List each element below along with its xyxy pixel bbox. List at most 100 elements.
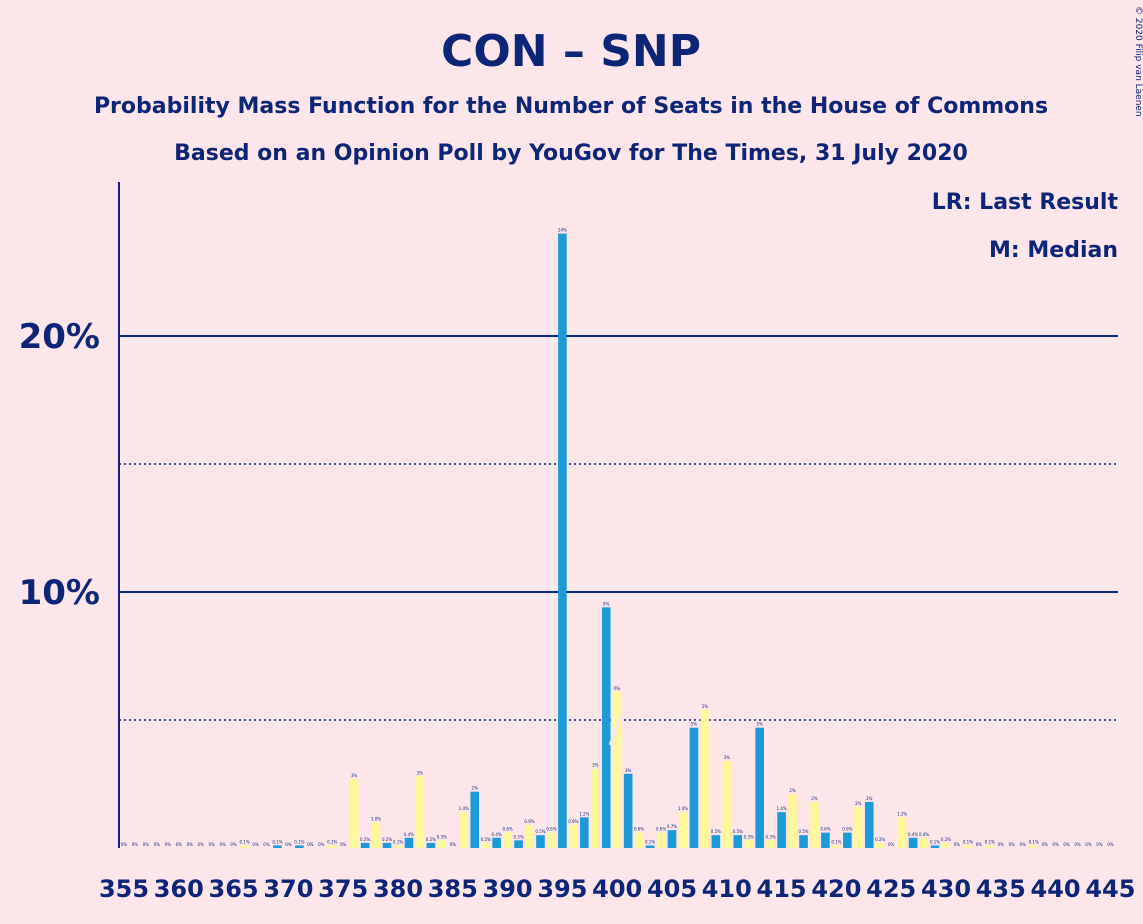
bar-label-363: 0% (209, 842, 216, 847)
bar-label-367: 0% (252, 842, 259, 847)
bar-label-423: 2% (866, 796, 873, 801)
bar-label-399: 9% (603, 601, 610, 606)
bar-label-401: 3% (625, 768, 632, 773)
bar-396 (569, 824, 578, 848)
bar-387 (470, 791, 480, 848)
bar-369 (273, 845, 282, 848)
bar-label-370: 0% (285, 842, 292, 847)
bar-label-440: 0% (1052, 842, 1059, 847)
x-tick-label: 440 (1031, 875, 1081, 903)
bar-label-436: 0% (1009, 842, 1016, 847)
bar-label-388: 0.2% (481, 837, 491, 842)
bar-label-396: 0.9% (568, 819, 578, 824)
bar-label-413: 5% (757, 722, 764, 727)
bar-409 (711, 835, 721, 848)
bar-label-375: 0% (340, 842, 347, 847)
x-tick-label: 385 (428, 875, 478, 903)
x-axis-ticks: 355 360 365 370 375 380 385 390 395 400 405 410 415 4… (99, 875, 1136, 903)
bar-395 (558, 233, 567, 849)
bar-label-417: 0.5% (798, 829, 808, 834)
bar-label-379: 0.2% (382, 837, 392, 842)
x-tick-label: 365 (209, 875, 259, 903)
bar-label-429: 0.1% (930, 839, 940, 844)
bar-391 (514, 840, 523, 848)
bar-393 (536, 835, 545, 848)
bar-label-405: 0.7% (667, 824, 677, 829)
x-tick-label: 415 (757, 875, 807, 903)
bar-374 (327, 845, 337, 848)
bar-label-404: 0.6% (656, 827, 666, 832)
bar-414 (766, 840, 775, 848)
x-tick-label: 360 (154, 875, 204, 903)
bar-label-394: 0.6% (546, 827, 556, 832)
bar-label-414: 0.3% (766, 834, 776, 839)
bar-label-380: 0.1% (393, 839, 403, 844)
bar-371 (295, 845, 304, 848)
bar-label-441: 0% (1063, 842, 1070, 847)
bar-label-357: 0% (143, 842, 150, 847)
bar-label-369: 0.1% (272, 839, 282, 844)
bar-label-371: 0.1% (294, 839, 304, 844)
bar-434 (985, 845, 995, 848)
x-tick-label: 390 (483, 875, 533, 903)
bar-label-400: 6% (614, 686, 621, 691)
y-axis-ticks: 10% 20% (19, 317, 100, 613)
bar-label-403: 0.1% (645, 839, 655, 844)
bar-label-364: 0% (219, 842, 226, 847)
bar-label-425: 0% (888, 842, 895, 847)
legend-last-result: LR: Last Result (932, 190, 1119, 215)
bar-label-392: 0.9% (524, 819, 534, 824)
bar-424 (875, 842, 885, 848)
bar-404 (656, 832, 666, 848)
bar-label-418: 2% (811, 796, 818, 801)
bar-label-419: 0.6% (820, 827, 830, 832)
bar-420 (832, 845, 841, 848)
bar-label-393: 0.5% (535, 829, 545, 834)
bar-410 (722, 760, 732, 848)
bar-label-390: 0.6% (503, 827, 513, 832)
bar-label-395: 24% (558, 228, 567, 233)
bar-413 (755, 727, 764, 848)
bar-label-366: 0.1% (239, 839, 249, 844)
bar-402 (634, 832, 644, 848)
bar-label-376: 3% (351, 773, 358, 778)
bar-label-412: 0.3% (744, 834, 754, 839)
bar-label-420: 0.1% (831, 839, 841, 844)
bar-label-356: 0% (132, 842, 139, 847)
bar-label-384: 0.3% (437, 834, 447, 839)
bar-383 (426, 842, 436, 848)
copyright-notice: © 2020 Filip van Laenen (1133, 6, 1143, 117)
bar-label-443: 0% (1085, 842, 1092, 847)
bar-406 (678, 812, 688, 848)
bar-label-383: 0.2% (426, 837, 436, 842)
bar-label-427: 0.4% (908, 832, 918, 837)
bar-label-421: 0.6% (842, 827, 852, 832)
bar-366 (240, 845, 249, 848)
bar-426 (897, 817, 907, 848)
bar-label-391: 0.3% (513, 834, 523, 839)
median-line (608, 706, 626, 746)
bar-label-409: 0.5% (711, 829, 721, 834)
bar-438 (1029, 845, 1038, 848)
bar-label-445: 0% (1107, 842, 1114, 847)
bar-label-442: 0% (1074, 842, 1081, 847)
bar-label-422: 2% (855, 801, 862, 806)
bar-407 (689, 727, 699, 848)
bar-label-382: 3% (417, 770, 424, 775)
bar-label-359: 0% (165, 842, 172, 847)
bar-386 (459, 812, 469, 848)
median-marker (608, 706, 626, 746)
bar-label-387: 2% (472, 786, 479, 791)
x-tick-label: 400 (592, 875, 642, 903)
bar-421 (843, 832, 852, 848)
bar-label-368: 0% (263, 842, 270, 847)
bar-label-432: 0.1% (963, 839, 973, 844)
bar-394 (547, 832, 556, 848)
bar-392 (525, 824, 534, 848)
bar-377 (360, 842, 370, 848)
x-tick-label: 370 (263, 875, 313, 903)
bar-label-411: 0.5% (733, 829, 743, 834)
bar-401 (623, 773, 633, 848)
x-tick-label: 405 (647, 875, 697, 903)
